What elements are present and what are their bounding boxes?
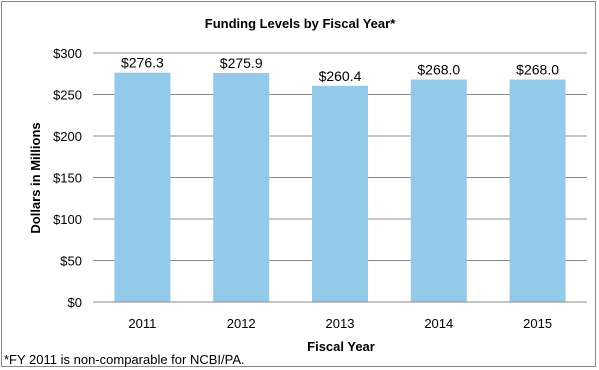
y-tick-label: $150 — [53, 171, 82, 186]
x-tick-label: 2014 — [424, 316, 453, 331]
y-axis-title: Dollars in Millions — [28, 122, 43, 233]
y-axis-ticks: $0 $50 $100 $150 $200 $250 $300 — [53, 46, 82, 310]
chart-title: Funding Levels by Fiscal Year* — [205, 16, 396, 31]
bar — [114, 72, 171, 303]
y-tick-label: $200 — [53, 129, 82, 144]
y-tick-label: $250 — [53, 88, 82, 103]
data-label: $275.9 — [220, 55, 263, 71]
y-tick-label: $50 — [60, 254, 82, 269]
x-axis-ticks: 2011 2012 2013 2014 2015 — [128, 316, 552, 331]
bars — [114, 72, 566, 303]
y-tick-label: $100 — [53, 212, 82, 227]
data-label: $276.3 — [121, 55, 164, 71]
bar — [410, 79, 467, 302]
x-tick-label: 2012 — [227, 316, 256, 331]
data-label: $268.0 — [417, 62, 460, 78]
y-tick-label: $0 — [68, 295, 82, 310]
x-tick-label: 2013 — [326, 316, 355, 331]
data-label: $260.4 — [319, 68, 362, 84]
data-label: $268.0 — [516, 62, 559, 78]
bar — [509, 79, 566, 302]
x-axis-title: Fiscal Year — [307, 339, 375, 354]
x-tick-label: 2011 — [128, 316, 156, 331]
bar — [213, 73, 270, 303]
bar — [312, 85, 368, 302]
y-tick-label: $300 — [53, 46, 82, 61]
x-tick-label: 2015 — [523, 316, 552, 331]
footnote: *FY 2011 is non-comparable for NCBI/PA. — [4, 352, 245, 367]
data-labels: $276.3 $275.9 $260.4 $268.0 $268.0 — [121, 55, 559, 84]
